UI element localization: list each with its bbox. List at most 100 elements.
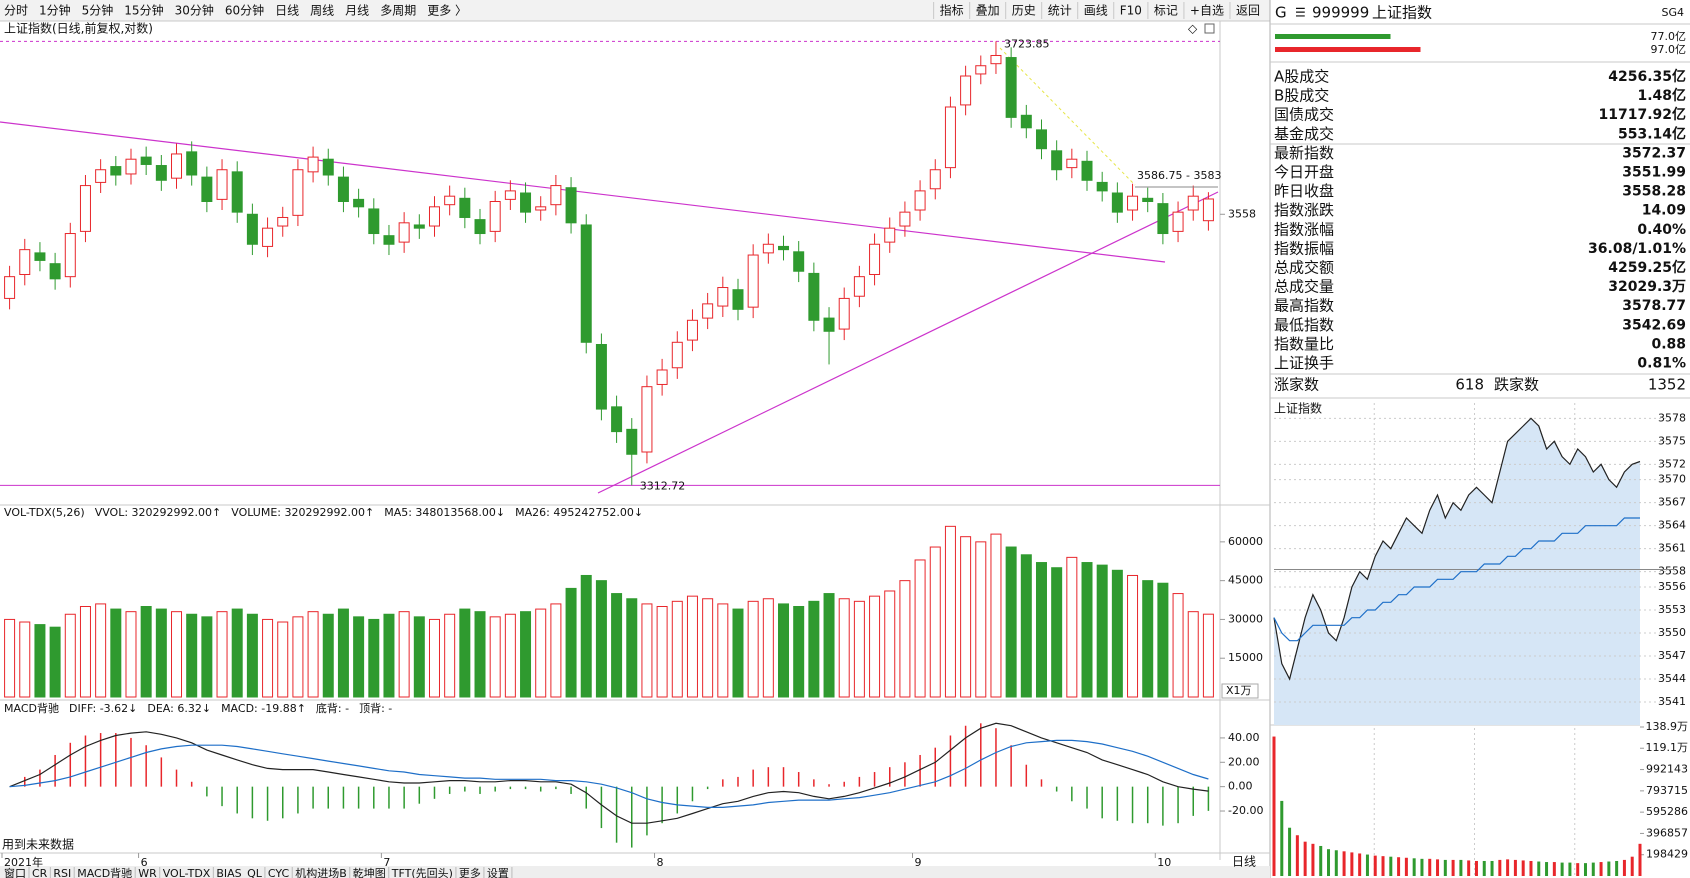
candle-body <box>808 272 820 321</box>
x-tick-label: 2021年 <box>4 855 43 869</box>
indicator-header: MA5: 348013568.00↓ <box>384 506 505 519</box>
period-tab[interactable]: 日线 <box>275 4 299 18</box>
y-tick-label: 3567 <box>1658 496 1686 509</box>
volume-bar <box>1327 849 1331 876</box>
stat-label: A股成交 <box>1274 68 1329 86</box>
indicator-header: MACD: -19.88↑ <box>221 702 306 715</box>
volume-bar <box>504 613 516 698</box>
tool-button[interactable]: F10 <box>1120 4 1142 18</box>
bottom-tab[interactable]: BIAS_QL <box>216 867 262 878</box>
bottom-tab[interactable]: RSI <box>53 867 71 878</box>
period-tab[interactable]: 多周期 <box>380 4 416 18</box>
x-tick-label: 7 <box>383 856 390 869</box>
decline: 1352 <box>1648 376 1686 394</box>
volume-bar <box>899 580 911 698</box>
trend-line <box>0 121 1166 263</box>
intraday-title: 上证指数 <box>1274 401 1322 416</box>
stat-value: 553.14亿 <box>1618 125 1686 142</box>
volume-bar <box>1482 860 1486 876</box>
stat-value: 4259.25亿 <box>1608 259 1686 276</box>
volume-bar <box>778 603 790 698</box>
volume-bar <box>686 595 698 698</box>
volume-bar <box>1576 863 1580 876</box>
tool-button[interactable]: 标记 <box>1154 4 1178 18</box>
y-tick-label: 3561 <box>1658 542 1686 555</box>
tool-button[interactable]: 返回 <box>1236 4 1260 18</box>
bottom-tab[interactable]: 机构进场B <box>295 866 347 878</box>
y-tick-label: 3541 <box>1658 695 1686 708</box>
y-tick-label: 595286 <box>1646 805 1688 818</box>
volume-bar <box>1630 856 1634 876</box>
volume-bar <box>1420 858 1424 876</box>
volume-bar <box>1096 564 1108 698</box>
volume-bar <box>49 626 61 698</box>
bottom-tab[interactable]: 乾坤图 <box>353 866 386 878</box>
period-tab[interactable]: 更多 〉 <box>427 4 467 18</box>
bottom-tab[interactable]: 设置 <box>487 867 509 878</box>
volume-bar <box>1381 856 1385 876</box>
candle-body <box>368 208 380 235</box>
period-tab[interactable]: 周线 <box>310 4 334 18</box>
stat-label: 指数量比 <box>1274 335 1334 353</box>
y-tick-label: 30000 <box>1228 612 1263 625</box>
bottom-tab[interactable]: VOL-TDX <box>163 867 211 878</box>
bottom-tab[interactable]: MACD背驰 <box>77 866 132 878</box>
indicator-header: DIFF: -3.62↓ <box>69 702 137 715</box>
x-tick-label: 10 <box>1157 856 1171 869</box>
y-tick-label: 3564 <box>1658 519 1686 532</box>
toolbar-bg <box>0 0 1270 21</box>
period-tab[interactable]: 分时 <box>4 4 28 18</box>
y-tick-label: 3570 <box>1658 473 1686 486</box>
volume-bar <box>1521 860 1525 876</box>
y-tick-label: 3572 <box>1658 457 1686 470</box>
volume-bar <box>1622 859 1626 876</box>
period-tab[interactable]: 月线 <box>345 4 369 18</box>
volume-bar <box>1334 850 1338 876</box>
period-tab[interactable]: 15分钟 <box>124 3 163 18</box>
menu-icon[interactable]: ☰ <box>1295 6 1306 20</box>
period-tab[interactable]: 60分钟 <box>225 3 264 18</box>
tool-button[interactable]: 叠加 <box>976 4 1000 18</box>
candle-body <box>1020 114 1032 129</box>
candle-body <box>990 54 1002 65</box>
candle-body <box>383 235 395 245</box>
tool-button[interactable]: 历史 <box>1012 4 1036 18</box>
volume-bar <box>231 608 243 698</box>
tool-button[interactable]: 指标 <box>940 3 964 18</box>
volume-bar <box>1474 860 1478 876</box>
volume-bar <box>64 613 76 698</box>
period-tab[interactable]: 5分钟 <box>82 3 114 18</box>
volume-bar <box>1020 554 1032 698</box>
tool-button[interactable]: 统计 <box>1048 4 1072 18</box>
y-tick-label: 45000 <box>1228 574 1263 587</box>
stat-value: 0.81% <box>1637 356 1686 372</box>
candle-body <box>914 190 926 211</box>
stat-label: 指数涨跌 <box>1274 201 1334 219</box>
tool-button[interactable]: +自选 <box>1190 4 1224 18</box>
bottom-tab[interactable]: CYC <box>268 867 290 878</box>
candle-body <box>641 386 653 453</box>
volume-bar <box>838 598 850 698</box>
period-tab[interactable]: 30分钟 <box>175 3 214 18</box>
bottom-tab[interactable]: WR <box>138 867 157 878</box>
icon[interactable] <box>1204 23 1215 34</box>
period-tab[interactable]: 1分钟 <box>39 3 71 18</box>
bottom-tab[interactable]: TFT(先回头) <box>391 867 453 878</box>
candle-body <box>4 276 16 299</box>
indicator-header: MACD背驰 <box>4 701 59 715</box>
volume-bar <box>1365 854 1369 876</box>
stat-value: 0.88 <box>1651 336 1686 352</box>
volume-bar <box>1358 853 1362 876</box>
volume-bar <box>1172 593 1184 698</box>
footnote: 用到未来数据 <box>2 837 74 852</box>
candle-body <box>671 341 683 369</box>
bottom-tab[interactable]: CR <box>32 867 48 878</box>
tool-button[interactable]: 画线 <box>1084 4 1108 18</box>
stat-value: 3551.99 <box>1622 165 1686 181</box>
bottom-tab[interactable]: 更多 <box>459 866 481 878</box>
icon[interactable]: ◇ <box>1188 22 1198 36</box>
volume-bar <box>960 536 972 698</box>
candle-body <box>702 303 714 319</box>
unit-label: X1万 <box>1226 684 1252 697</box>
bottom-tab[interactable]: 窗口 <box>4 866 26 878</box>
